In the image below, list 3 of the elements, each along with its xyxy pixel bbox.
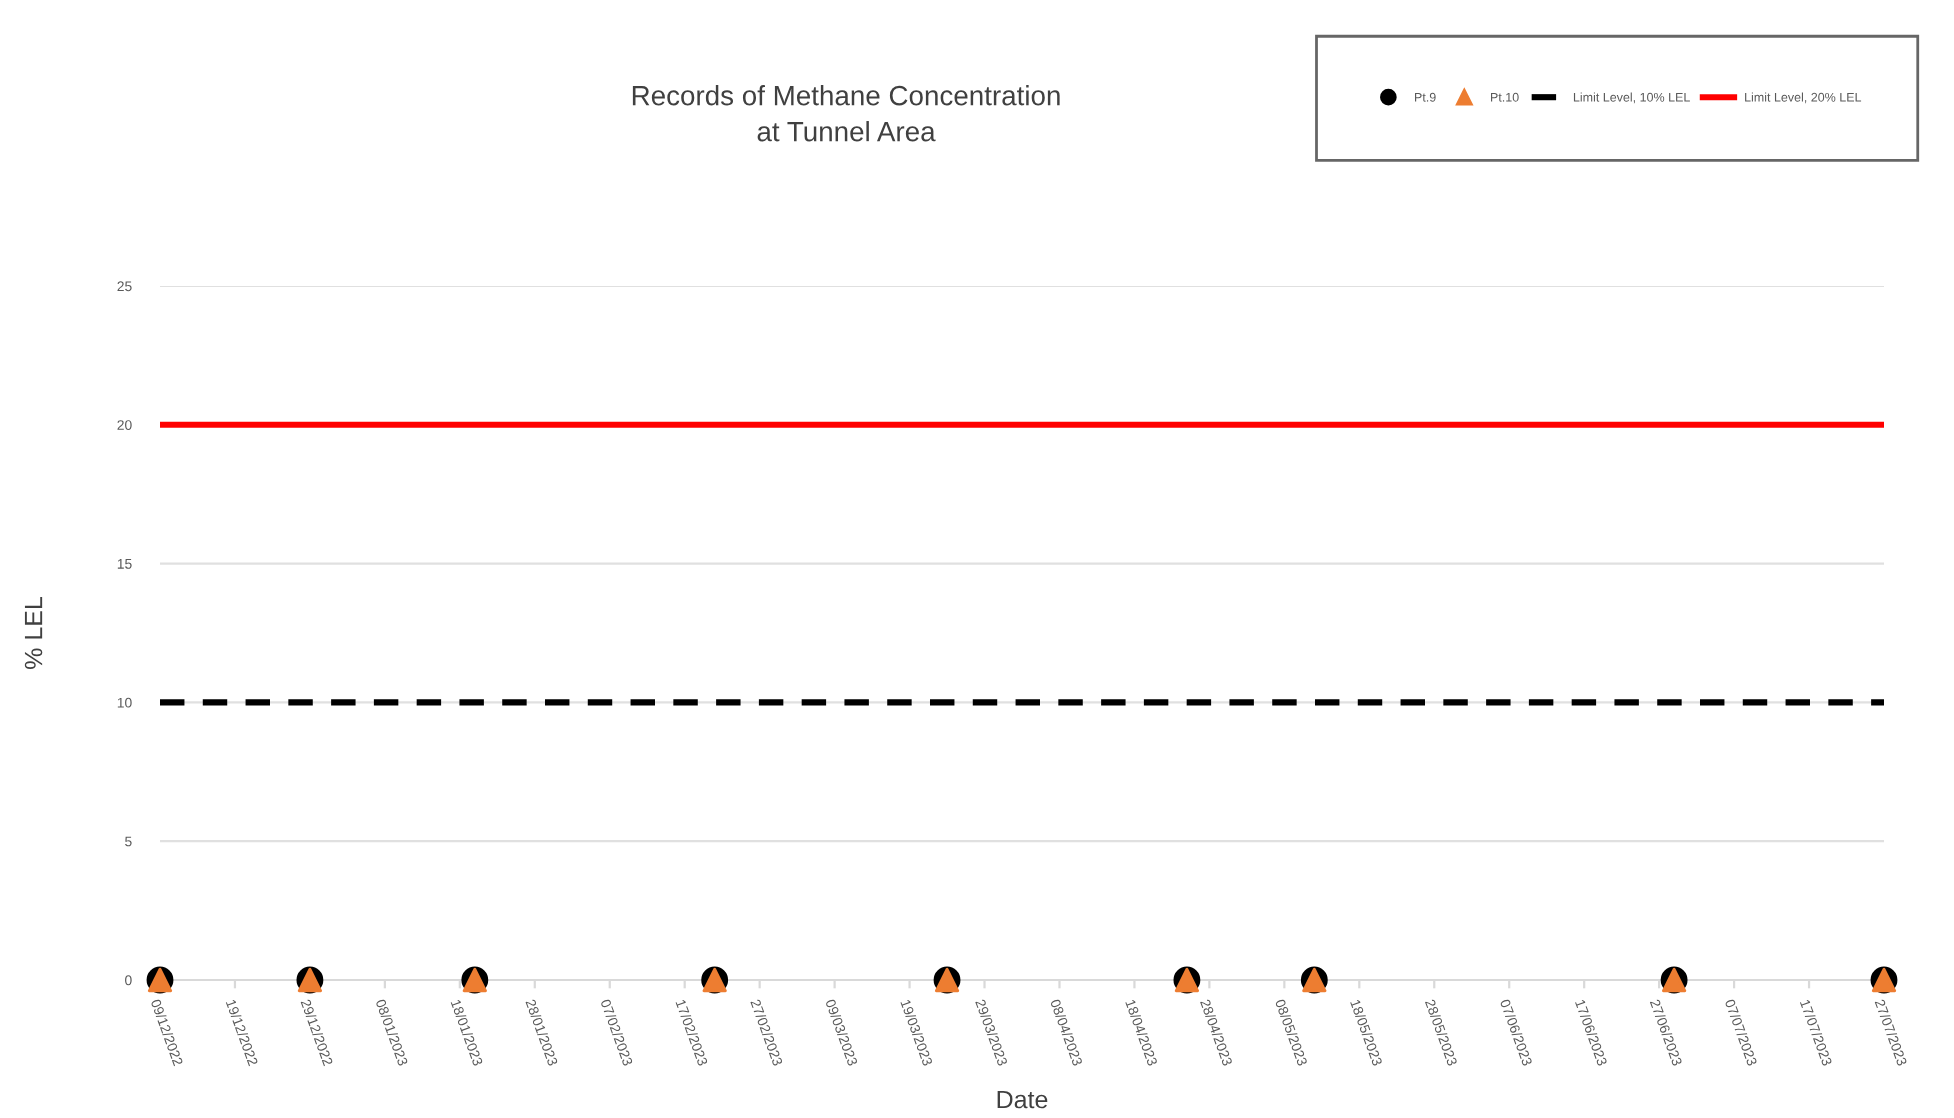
x-axis-title: Date [997,1090,1048,1109]
chart-title: Records of Methane Concentration at Tunnel Area [632,85,1060,142]
y-axis-title: % LEL [24,597,43,669]
